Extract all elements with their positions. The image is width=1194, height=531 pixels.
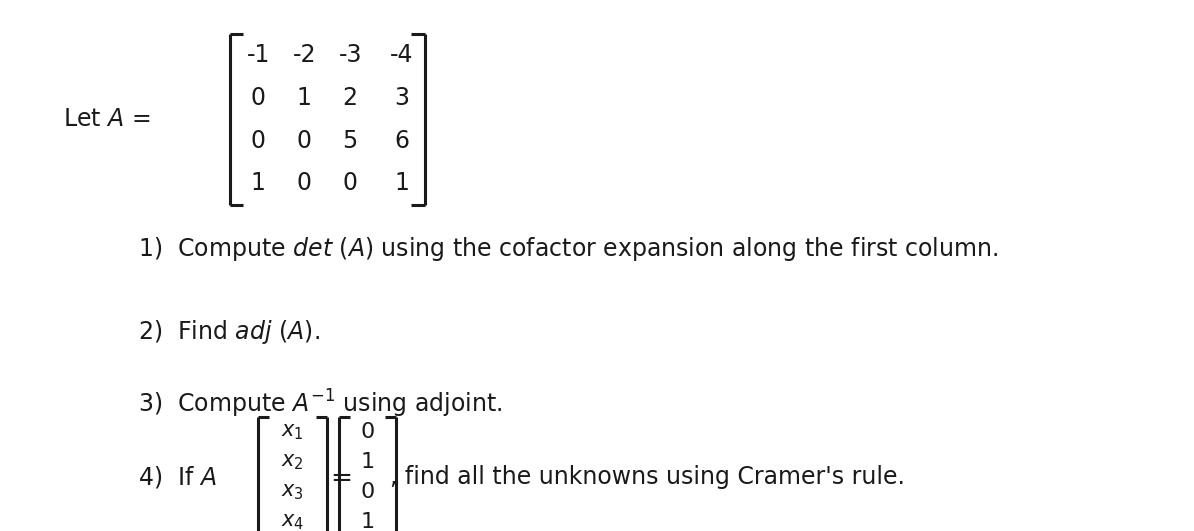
Text: 0: 0 <box>361 482 375 502</box>
Text: -3: -3 <box>338 43 362 67</box>
Text: 0: 0 <box>251 86 266 110</box>
Text: 1)  Compute $\mathit{det}$ $(A)$ using the cofactor expansion along the first co: 1) Compute $\mathit{det}$ $(A)$ using th… <box>137 235 998 263</box>
Text: $x_4$: $x_4$ <box>281 512 304 531</box>
Text: 3)  Compute $A^{-1}$ using adjoint.: 3) Compute $A^{-1}$ using adjoint. <box>137 388 503 421</box>
Text: 5: 5 <box>343 129 358 152</box>
Text: 3: 3 <box>394 86 410 110</box>
Text: 0: 0 <box>251 129 266 152</box>
Text: 1: 1 <box>251 172 266 195</box>
Text: 2)  Find $\mathit{adj}$ $(A)$.: 2) Find $\mathit{adj}$ $(A)$. <box>137 318 320 346</box>
Text: , find all the unknowns using Cramer's rule.: , find all the unknowns using Cramer's r… <box>390 465 905 489</box>
Text: 1: 1 <box>361 512 375 531</box>
Text: 1: 1 <box>394 172 410 195</box>
Text: 0: 0 <box>343 172 358 195</box>
Text: 4)  If $A$: 4) If $A$ <box>137 464 216 490</box>
Text: 1: 1 <box>297 86 312 110</box>
Text: -4: -4 <box>390 43 413 67</box>
Text: 6: 6 <box>394 129 410 152</box>
Text: 0: 0 <box>361 422 375 442</box>
Text: -1: -1 <box>247 43 270 67</box>
Text: -2: -2 <box>293 43 316 67</box>
Text: $x_2$: $x_2$ <box>282 452 304 472</box>
Text: 1: 1 <box>361 452 375 472</box>
Text: $=$: $=$ <box>326 464 352 490</box>
Text: Let $A$ =: Let $A$ = <box>63 107 150 131</box>
Text: $x_1$: $x_1$ <box>282 422 304 442</box>
Text: $x_3$: $x_3$ <box>282 482 304 502</box>
Text: 2: 2 <box>343 86 358 110</box>
Text: 0: 0 <box>297 172 312 195</box>
Text: 0: 0 <box>297 129 312 152</box>
